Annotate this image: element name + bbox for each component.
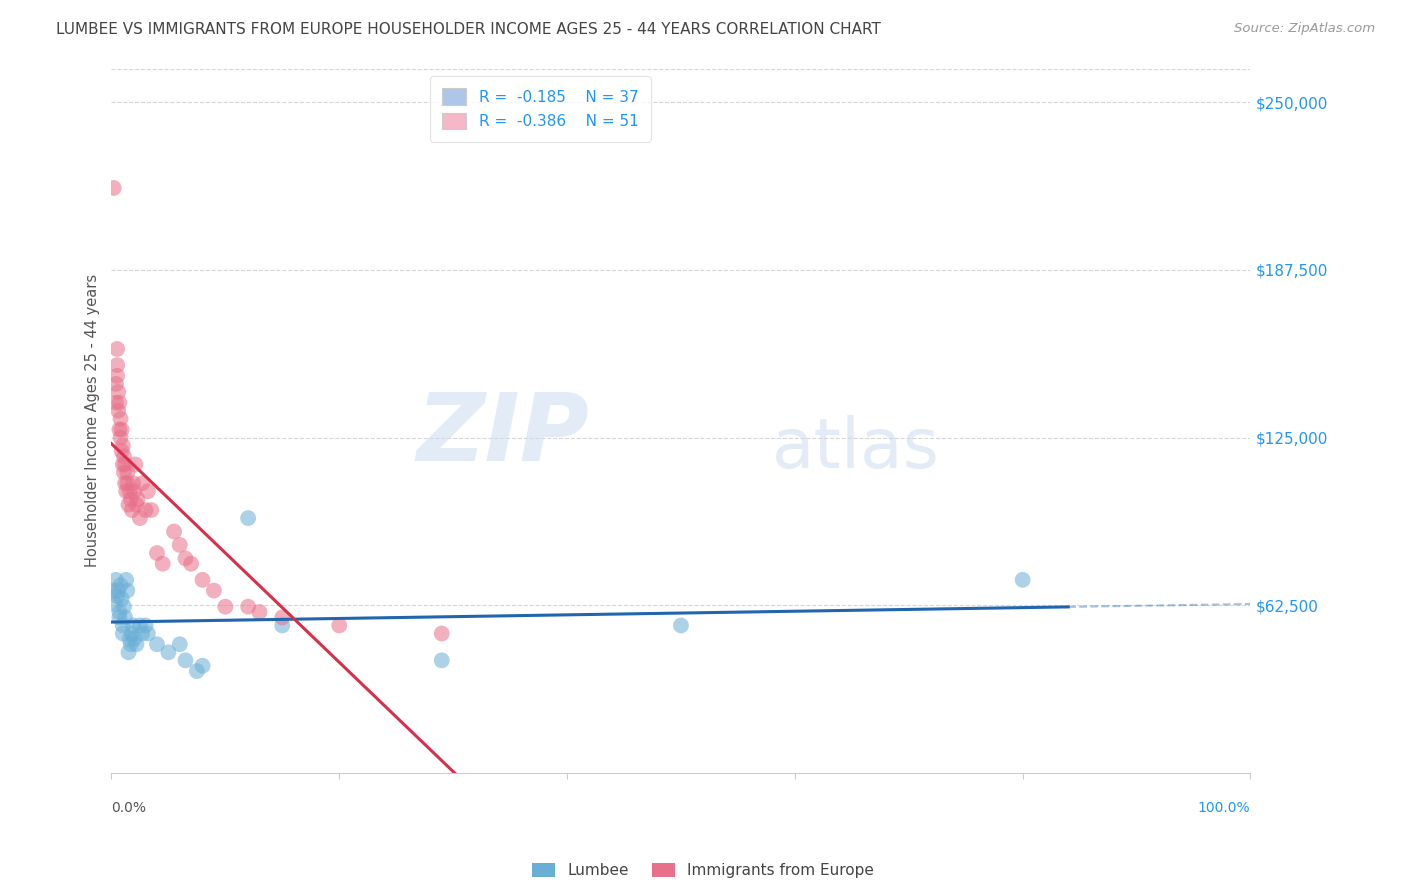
Point: [114, 610, 136, 624]
Point: [122, 484, 145, 499]
Point: [157, 645, 180, 659]
Point: [108, 423, 131, 437]
Point: [117, 498, 139, 512]
Point: [104, 376, 127, 391]
Point: [328, 618, 350, 632]
Point: [110, 578, 132, 592]
Point: [174, 551, 197, 566]
Point: [111, 618, 134, 632]
Point: [1011, 573, 1033, 587]
Text: atlas: atlas: [772, 416, 941, 483]
Point: [118, 484, 141, 499]
Point: [103, 181, 125, 195]
Point: [105, 368, 128, 383]
Legend: Lumbee, Immigrants from Europe: Lumbee, Immigrants from Europe: [526, 857, 880, 884]
Point: [117, 476, 139, 491]
Point: [163, 524, 186, 539]
Point: [236, 511, 259, 525]
Point: [120, 637, 142, 651]
Point: [121, 626, 143, 640]
Point: [135, 503, 157, 517]
Point: [128, 511, 150, 525]
Point: [112, 599, 135, 614]
Point: [430, 653, 453, 667]
Point: [191, 658, 214, 673]
Point: [136, 484, 159, 499]
Point: [128, 618, 150, 632]
Text: 100.0%: 100.0%: [1198, 801, 1250, 815]
Point: [105, 342, 128, 356]
Point: [120, 492, 142, 507]
Point: [110, 431, 132, 445]
Point: [271, 610, 294, 624]
Point: [110, 411, 132, 425]
Point: [114, 458, 136, 472]
Point: [125, 498, 148, 512]
Point: [117, 466, 139, 480]
Point: [112, 450, 135, 464]
Legend: R =  -0.185    N = 37, R =  -0.386    N = 51: R = -0.185 N = 37, R = -0.386 N = 51: [430, 76, 651, 142]
Point: [108, 610, 131, 624]
Point: [111, 626, 134, 640]
Point: [105, 589, 128, 603]
Point: [214, 599, 236, 614]
Point: [202, 583, 225, 598]
Point: [108, 395, 131, 409]
Text: LUMBEE VS IMMIGRANTS FROM EUROPE HOUSEHOLDER INCOME AGES 25 - 44 YEARS CORRELATI: LUMBEE VS IMMIGRANTS FROM EUROPE HOUSEHO…: [56, 22, 882, 37]
Point: [127, 492, 149, 507]
Point: [430, 626, 453, 640]
Point: [117, 583, 139, 598]
Point: [117, 645, 139, 659]
Point: [112, 466, 135, 480]
Point: [114, 476, 136, 491]
Point: [136, 626, 159, 640]
Point: [124, 458, 146, 472]
Point: [111, 439, 134, 453]
Text: Source: ZipAtlas.com: Source: ZipAtlas.com: [1234, 22, 1375, 36]
Point: [107, 384, 129, 399]
Point: [146, 637, 169, 651]
Point: [125, 637, 148, 651]
Point: [131, 626, 153, 640]
Point: [104, 395, 127, 409]
Point: [669, 618, 692, 632]
Point: [236, 599, 259, 614]
Point: [115, 484, 138, 499]
Point: [122, 618, 145, 632]
Point: [111, 591, 134, 606]
Point: [107, 583, 129, 598]
Point: [271, 618, 294, 632]
Text: 0.0%: 0.0%: [111, 801, 146, 815]
Point: [186, 664, 208, 678]
Point: [103, 583, 125, 598]
Point: [108, 605, 131, 619]
Point: [118, 632, 141, 646]
Point: [105, 358, 128, 372]
Point: [169, 637, 191, 651]
Point: [107, 403, 129, 417]
Point: [141, 503, 163, 517]
Point: [180, 557, 202, 571]
Text: ZIP: ZIP: [418, 389, 591, 481]
Point: [131, 476, 153, 491]
Point: [152, 557, 174, 571]
Point: [111, 423, 134, 437]
Point: [104, 597, 127, 611]
Y-axis label: Householder Income Ages 25 - 44 years: Householder Income Ages 25 - 44 years: [86, 274, 100, 567]
Point: [115, 573, 138, 587]
Point: [122, 632, 145, 646]
Point: [146, 546, 169, 560]
Point: [249, 605, 271, 619]
Point: [111, 444, 134, 458]
Point: [191, 573, 214, 587]
Point: [122, 476, 145, 491]
Point: [104, 573, 127, 587]
Point: [174, 653, 197, 667]
Point: [135, 618, 157, 632]
Point: [121, 503, 143, 517]
Point: [111, 458, 134, 472]
Point: [169, 538, 191, 552]
